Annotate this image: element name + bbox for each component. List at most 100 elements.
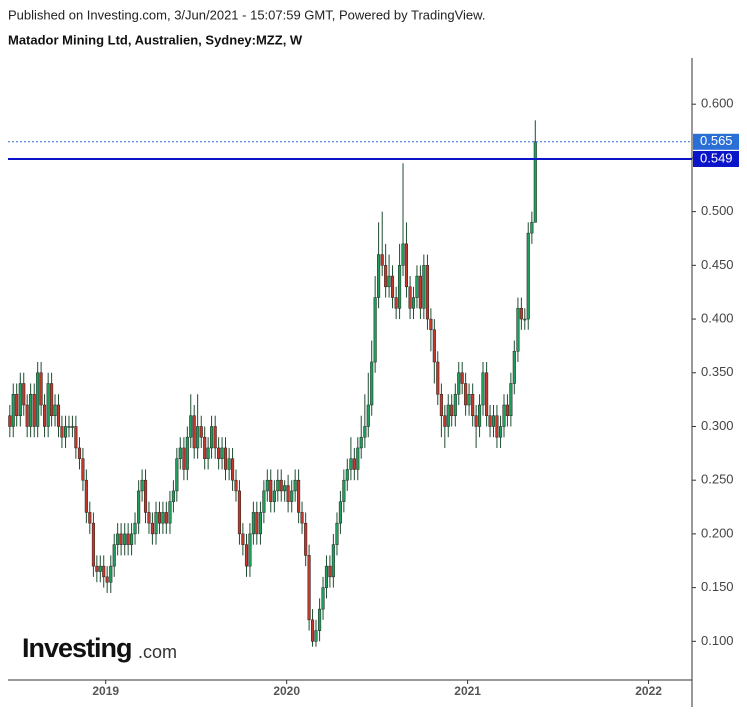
candle-body (182, 447, 186, 470)
candle-body (130, 533, 134, 545)
candle-body (283, 485, 287, 492)
candle-body (227, 458, 231, 470)
candle-body (321, 587, 325, 610)
candle-body (43, 404, 47, 427)
candle-body (429, 318, 433, 331)
y-tick-label: 0.300 (701, 418, 734, 433)
candle-body (512, 351, 516, 384)
candle-body (370, 361, 374, 406)
candle-body (422, 265, 426, 309)
candle-body (8, 415, 12, 427)
candle-body (36, 372, 40, 427)
candle-body (241, 533, 245, 545)
candle-body (290, 490, 294, 502)
candle-body (244, 544, 249, 567)
y-tick-label: 0.350 (701, 364, 734, 379)
candle-body (46, 383, 50, 427)
candle-body (453, 393, 457, 416)
candle-body (112, 544, 116, 567)
candle-body (168, 501, 172, 524)
candle-body (223, 447, 228, 470)
candle-body (171, 490, 175, 502)
candle-body (464, 383, 468, 406)
candle-body (154, 512, 158, 535)
candle-body (304, 522, 308, 556)
y-tick-label: 0.400 (701, 310, 734, 325)
candle-body (22, 383, 26, 406)
candle-body (485, 372, 489, 416)
candle-body (394, 297, 398, 309)
candle-body (384, 265, 388, 288)
candle-body (70, 426, 74, 428)
candle-body (196, 426, 200, 449)
candle-body (509, 383, 513, 416)
candle-body (143, 479, 148, 513)
candle-body (481, 372, 485, 406)
candle-body (77, 447, 82, 459)
candle-body (328, 565, 332, 578)
candle-body (432, 329, 436, 363)
candle-body (439, 393, 443, 416)
candle-body (478, 404, 482, 427)
candle-body (310, 619, 315, 642)
candle-body (272, 490, 276, 502)
candle-body (84, 479, 88, 513)
candle-body (491, 415, 496, 427)
candle-body (178, 447, 182, 459)
y-tick-label: 0.450 (701, 257, 734, 272)
candle-body (60, 426, 64, 438)
candle-body (335, 522, 339, 545)
candle-body (147, 512, 151, 524)
candle-body (262, 490, 266, 513)
candle-body (29, 393, 33, 427)
candle-body (363, 426, 367, 438)
candle-body (380, 254, 384, 266)
candle-body (255, 512, 259, 535)
candle-body (345, 469, 349, 481)
candle-body (352, 458, 356, 470)
candle-body (56, 404, 61, 427)
candle-body (519, 308, 523, 320)
candle-body (401, 243, 405, 266)
candle-body (189, 415, 193, 438)
candle-body (300, 512, 304, 524)
watermark: Investing .com (22, 633, 177, 663)
candle-body (338, 501, 342, 524)
candle-body (297, 479, 301, 513)
candle-body (199, 426, 203, 438)
candle-body (265, 479, 269, 492)
candle-body (342, 479, 346, 502)
candle-body (140, 479, 144, 492)
candle-body (502, 404, 506, 427)
candle-body (15, 393, 19, 416)
candle-body (210, 426, 214, 449)
candle-body (109, 565, 113, 583)
candle-body (185, 436, 189, 470)
candle-body (133, 522, 137, 535)
candle-body (269, 479, 273, 502)
candle-body (505, 404, 509, 416)
candle-body (206, 447, 210, 459)
candle-body (116, 533, 120, 545)
candle-body (63, 426, 68, 438)
candle-body (258, 512, 262, 535)
candle-body (495, 415, 499, 438)
candle-body (467, 393, 471, 406)
candle-body (203, 436, 207, 459)
candle-body (460, 372, 464, 384)
candle-body (359, 436, 363, 449)
candle-body (526, 232, 530, 320)
candle-body (418, 275, 422, 309)
candle-body (50, 383, 54, 416)
price-label: 0.549 (700, 150, 733, 165)
candle-body (474, 415, 478, 427)
header: Published on Investing.com, 3/Jun/2021 -… (8, 7, 485, 22)
candle-body (161, 512, 165, 524)
candle-body (314, 630, 318, 642)
candle-body (279, 479, 283, 492)
candle-body (39, 372, 43, 406)
candle-body (331, 544, 335, 578)
candle-body (471, 393, 475, 416)
candle-body (123, 533, 127, 545)
